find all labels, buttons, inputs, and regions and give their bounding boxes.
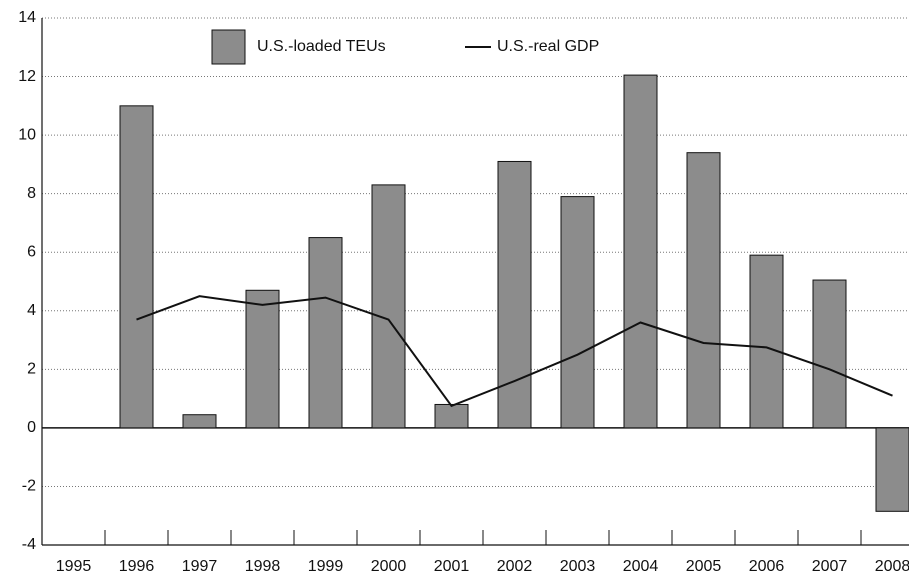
- y-tick-label: 12: [18, 68, 36, 85]
- x-tick-label: 2001: [434, 558, 470, 575]
- bar: [119, 105, 154, 429]
- bar: [497, 160, 532, 429]
- bar: [875, 427, 909, 512]
- x-tick-label: 2007: [812, 558, 848, 575]
- legend-label: U.S.-real GDP: [497, 38, 599, 55]
- x-tick-label: 2003: [560, 558, 596, 575]
- x-tick-label: 1998: [245, 558, 281, 575]
- bar: [308, 237, 343, 429]
- bar: [245, 289, 280, 429]
- line: [136, 295, 893, 408]
- bar: [371, 184, 406, 429]
- bar: [686, 152, 721, 429]
- x-tick-label: 1997: [182, 558, 218, 575]
- y-tick-label: 14: [18, 9, 36, 26]
- x-tick-label: 1995: [56, 558, 92, 575]
- bar: [623, 74, 658, 429]
- x-tick-label: 2005: [686, 558, 722, 575]
- x-tick-label: 2004: [623, 558, 659, 575]
- y-tick-label: 0: [27, 419, 36, 436]
- x-tick-label: 2002: [497, 558, 533, 575]
- y-tick-label: 2: [27, 361, 36, 378]
- y-tick-label: 8: [27, 185, 36, 202]
- bar: [812, 279, 847, 429]
- y-tick-label: -2: [22, 478, 36, 495]
- legend-label: U.S.-loaded TEUs: [257, 38, 386, 55]
- bar: [182, 414, 217, 429]
- x-tick-label: 2000: [371, 558, 407, 575]
- bar: [749, 254, 784, 429]
- y-tick-label: 6: [27, 243, 36, 260]
- y-tick-label: -4: [22, 536, 36, 553]
- bar: [560, 196, 595, 429]
- y-tick-label: 4: [27, 302, 36, 319]
- legend-swatch: [211, 29, 246, 65]
- bar: [434, 403, 469, 429]
- x-tick-label: 1999: [308, 558, 344, 575]
- x-tick-label: 2006: [749, 558, 785, 575]
- x-tick-label: 2008: [875, 558, 909, 575]
- x-tick-label: 1996: [119, 558, 155, 575]
- y-tick-label: 10: [18, 126, 36, 143]
